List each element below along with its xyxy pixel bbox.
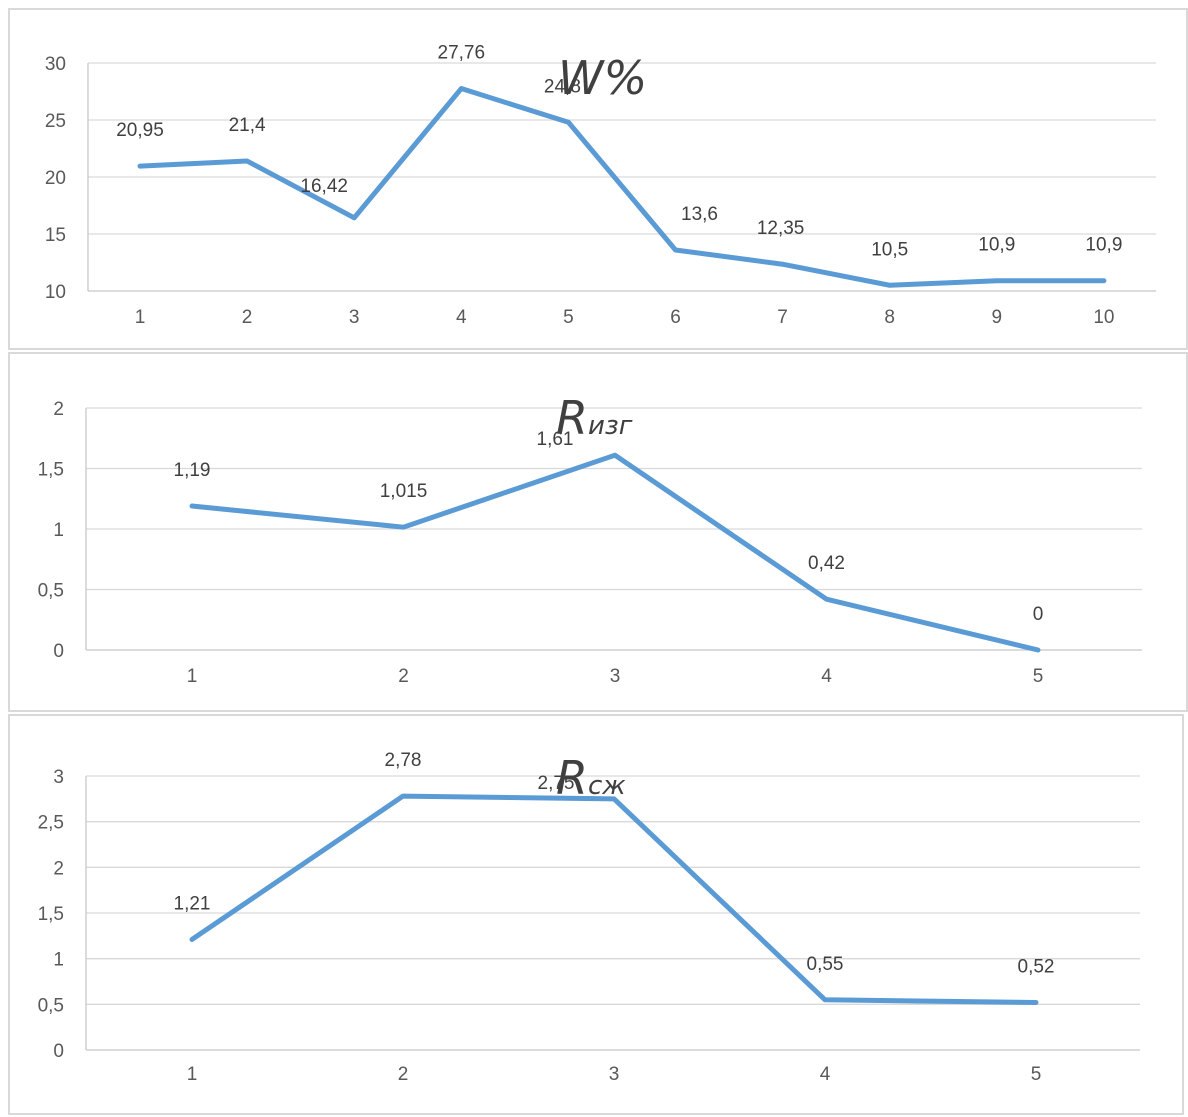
x-tick-label: 6 bbox=[670, 307, 681, 328]
y-tick-label: 20 bbox=[45, 168, 66, 189]
y-tick-label: 1 bbox=[53, 950, 64, 971]
chart-panel-r-szh: 0 0,5 1 1,5 2 2,5 3 1 2 3 4 5 1,21 2,78 2,75 0,55 0,52 Rс… bbox=[8, 714, 1184, 1115]
chart-title: W% bbox=[558, 51, 647, 105]
data-label: 20,95 bbox=[116, 120, 164, 141]
chart-r-izg: 0 0,5 1 1,5 2 1 2 3 4 5 1,19 1,015 1,61 0,42 0 Rизг bbox=[38, 391, 1142, 687]
y-tick-label: 10 bbox=[45, 282, 66, 303]
series-line bbox=[189, 793, 1039, 1006]
x-tick-label: 4 bbox=[820, 1064, 831, 1085]
chart-title: Rизг bbox=[556, 391, 633, 445]
chart-title-subscript: сж bbox=[588, 771, 626, 801]
x-tick-label: 7 bbox=[777, 307, 788, 328]
chart-r-szh: 0 0,5 1 1,5 2 2,5 3 1 2 3 4 5 1,21 2,78 2,75 0,55 0,52 Rс… bbox=[38, 750, 1140, 1085]
data-label: 2,78 bbox=[385, 750, 422, 771]
x-tick-label: 2 bbox=[398, 666, 409, 687]
data-label: 10,9 bbox=[1085, 235, 1122, 256]
chart-title: Rсж bbox=[556, 751, 626, 805]
x-tick-label: 2 bbox=[398, 1064, 409, 1085]
x-tick-label: 4 bbox=[456, 307, 467, 328]
chart-w-percent: 10 15 20 25 30 1 2 3 4 5 6 7 8 9 10 20,95 21,4 16,42 27,76… bbox=[45, 43, 1156, 328]
y-tick-label: 1,5 bbox=[38, 904, 64, 925]
data-label: 1,015 bbox=[380, 481, 428, 502]
chart-title-main: R bbox=[556, 751, 588, 805]
data-label: 1,21 bbox=[174, 893, 211, 914]
x-tick-label: 1 bbox=[135, 307, 146, 328]
chart-title-main: W% bbox=[558, 51, 647, 105]
data-label: 10,9 bbox=[978, 235, 1015, 256]
data-label: 12,35 bbox=[757, 218, 805, 239]
x-tick-label: 5 bbox=[563, 307, 574, 328]
x-tick-label: 1 bbox=[187, 1064, 198, 1085]
x-tick-label: 3 bbox=[609, 1064, 620, 1085]
x-tick-label: 9 bbox=[992, 307, 1003, 328]
y-tick-label: 2,5 bbox=[38, 813, 64, 834]
chart-title-subscript: изг bbox=[588, 411, 633, 441]
y-tick-label: 3 bbox=[53, 767, 64, 788]
y-tick-label: 30 bbox=[45, 54, 66, 75]
data-label: 16,42 bbox=[300, 176, 348, 197]
y-tick-label: 2 bbox=[53, 399, 64, 420]
x-tick-label: 3 bbox=[349, 307, 360, 328]
x-tick-label: 2 bbox=[242, 307, 253, 328]
y-tick-label: 15 bbox=[45, 225, 66, 246]
data-label: 10,5 bbox=[871, 239, 908, 260]
data-label: 0 bbox=[1033, 604, 1044, 625]
y-tick-label: 0,5 bbox=[38, 581, 64, 602]
chart-panel-r-izg: 0 0,5 1 1,5 2 1 2 3 4 5 1,19 1,015 1,61 0,42 0 Rизг bbox=[8, 352, 1188, 712]
chart-title-main: R bbox=[556, 391, 588, 445]
y-tick-label: 25 bbox=[45, 111, 66, 132]
data-label: 27,76 bbox=[438, 43, 486, 64]
y-tick-label: 1 bbox=[53, 520, 64, 541]
data-label: 24,8 bbox=[544, 76, 581, 97]
data-label: 1,19 bbox=[174, 460, 211, 481]
data-label: 1,61 bbox=[537, 429, 574, 450]
y-tick-label: 1,5 bbox=[38, 460, 64, 481]
y-tick-label: 0,5 bbox=[38, 995, 64, 1016]
x-tick-label: 5 bbox=[1031, 1064, 1042, 1085]
data-label: 0,52 bbox=[1018, 957, 1055, 978]
x-tick-label: 1 bbox=[187, 666, 198, 687]
data-label: 21,4 bbox=[229, 115, 266, 136]
y-tick-label: 0 bbox=[53, 641, 64, 662]
data-label: 2,75 bbox=[538, 773, 575, 794]
series-line bbox=[137, 86, 1107, 288]
data-label: 0,55 bbox=[807, 954, 844, 975]
x-tick-label: 5 bbox=[1033, 666, 1044, 687]
y-tick-label: 0 bbox=[53, 1041, 64, 1062]
x-tick-label: 8 bbox=[884, 307, 895, 328]
y-tick-label: 2 bbox=[53, 858, 64, 879]
x-tick-label: 4 bbox=[821, 666, 832, 687]
data-label: 0,42 bbox=[808, 553, 845, 574]
series-line bbox=[189, 452, 1041, 653]
x-tick-label: 10 bbox=[1093, 307, 1114, 328]
data-label: 13,6 bbox=[681, 204, 718, 225]
x-tick-label: 3 bbox=[610, 666, 621, 687]
chart-panel-w-percent: 10 15 20 25 30 1 2 3 4 5 6 7 8 9 10 20,95 21,4 16,42 27,76… bbox=[8, 8, 1188, 350]
